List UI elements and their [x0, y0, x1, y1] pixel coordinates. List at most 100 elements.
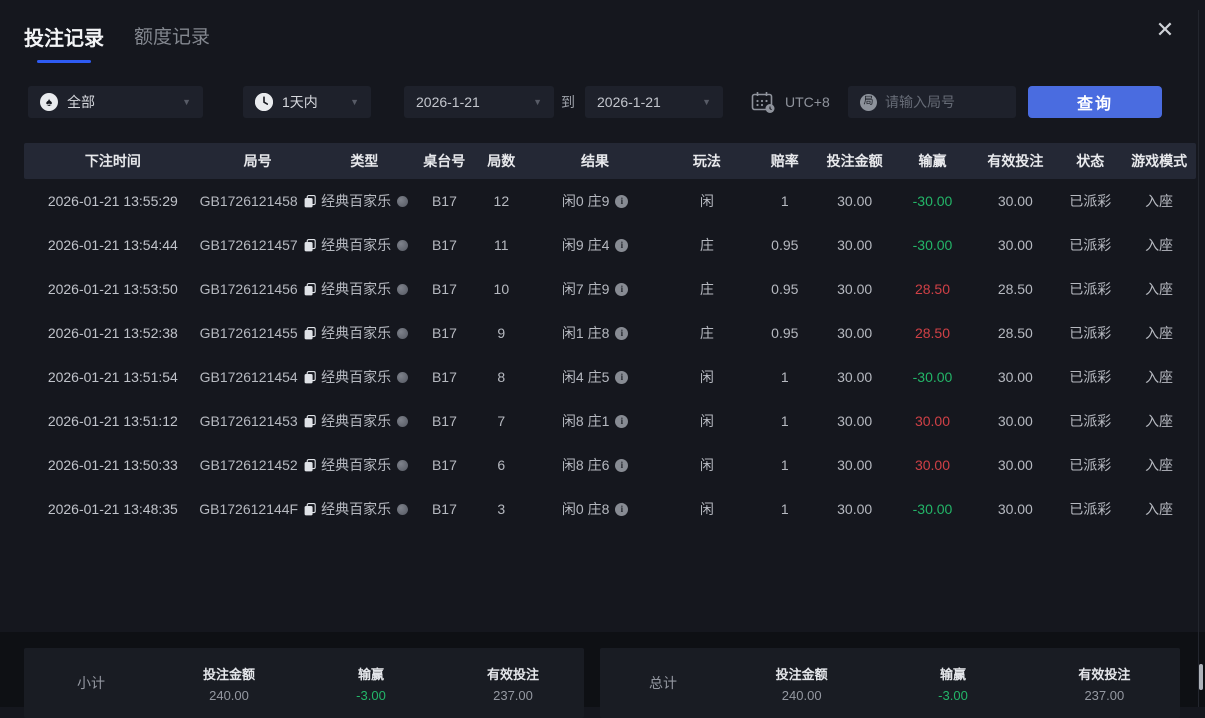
status-cell: 已派彩 — [1069, 457, 1112, 473]
tab-betting-records[interactable]: 投注记录 — [24, 22, 104, 63]
table-row[interactable]: 2026-01-21 13:53:50 GB1726121456 经典百家乐 B… — [24, 267, 1196, 311]
bet-time-cell: 2026-01-21 13:50:33 — [47, 457, 178, 473]
table-row[interactable]: 2026-01-21 13:54:44 GB1726121457 经典百家乐 B… — [24, 223, 1196, 267]
date-to-select[interactable]: 2026-1-21 ▼ — [585, 86, 723, 118]
round-search-input[interactable] — [885, 94, 1004, 110]
copy-icon[interactable] — [304, 370, 316, 384]
status-cell: 已派彩 — [1069, 369, 1112, 385]
game-type-value: 经典百家乐 — [321, 325, 392, 341]
spade-icon: ♠ — [40, 93, 58, 111]
info-icon[interactable]: i — [615, 458, 629, 472]
game-type-cell: 经典百家乐 — [314, 499, 416, 519]
table-row[interactable]: 2026-01-21 13:50:33 GB1726121452 经典百家乐 B… — [24, 443, 1196, 487]
play-cell: 闲 — [699, 457, 714, 473]
game-type-cell: 经典百家乐 — [314, 411, 416, 431]
info-icon[interactable]: i — [615, 502, 629, 516]
valid-bet-cell: 28.50 — [997, 281, 1033, 297]
result-value: 闲0 庄8 — [561, 501, 610, 517]
play-cell: 庄 — [699, 281, 714, 297]
active-tab-underline — [37, 60, 91, 63]
subtotal-valid-bet: 有效投注 237.00 — [486, 666, 539, 703]
round-id-cell: GB1726121456 — [200, 281, 316, 297]
result-value: 闲8 庄1 — [561, 413, 610, 429]
result-cell: 闲8 庄1 i — [529, 411, 661, 431]
round-id-value: GB1726121454 — [199, 369, 298, 385]
copy-icon[interactable] — [304, 194, 316, 208]
round-id-value: GB1726121458 — [199, 193, 298, 209]
info-icon[interactable]: i — [615, 194, 629, 208]
chevron-down-icon: ▼ — [182, 97, 191, 107]
bet-amount-cell: 30.00 — [837, 237, 873, 253]
total-bet-amount: 投注金额 240.00 — [775, 666, 828, 703]
time-range-select[interactable]: 1天内 ▼ — [243, 86, 371, 118]
game-type-badge-icon — [397, 415, 409, 427]
round-id-cell: GB1726121455 — [200, 325, 316, 341]
game-type-value: 经典百家乐 — [321, 237, 392, 253]
status-cell: 已派彩 — [1069, 281, 1112, 297]
info-icon[interactable]: i — [615, 238, 629, 252]
result-cell: 闲1 庄8 i — [529, 323, 661, 343]
subtotal-bet-amount: 投注金额 240.00 — [202, 666, 255, 703]
copy-icon[interactable] — [304, 458, 316, 472]
header-bet-time: 下注时间 — [84, 153, 141, 169]
right-edge-divider — [1198, 10, 1199, 707]
game-type-value: 经典百家乐 — [321, 369, 392, 385]
table-row[interactable]: 2026-01-21 13:48:35 GB172612144F 经典百家乐 B… — [24, 487, 1196, 531]
odds-cell: 1 — [780, 413, 789, 429]
odds-cell: 1 — [780, 193, 789, 209]
query-button[interactable]: 查询 — [1028, 86, 1162, 118]
valid-bet-cell: 30.00 — [997, 501, 1033, 517]
odds-cell: 1 — [780, 369, 789, 385]
tab-quota-records-label: 额度记录 — [134, 27, 211, 48]
game-type-select[interactable]: ♠ 全部 ▼ — [28, 86, 203, 118]
header-game-type: 类型 — [350, 153, 379, 169]
info-icon[interactable]: i — [615, 414, 629, 428]
bet-time-cell: 2026-01-21 13:51:12 — [47, 413, 178, 429]
info-icon[interactable]: i — [615, 370, 629, 384]
timezone-value: UTC+8 — [785, 94, 830, 110]
round-id-value: GB1726121453 — [199, 413, 298, 429]
play-cell: 庄 — [699, 237, 714, 253]
round-id-cell: GB1726121458 — [199, 193, 316, 209]
bet-time-cell: 2026-01-21 13:55:29 — [47, 193, 178, 209]
chevron-down-icon: ▼ — [350, 97, 359, 107]
date-from-value: 2026-1-21 — [416, 94, 480, 110]
copy-icon[interactable] — [304, 238, 316, 252]
valid-bet-cell: 30.00 — [997, 413, 1033, 429]
result-cell: 闲0 庄8 i — [529, 499, 661, 519]
game-type-value: 全部 — [67, 94, 95, 110]
total-valid-bet: 有效投注 237.00 — [1078, 666, 1131, 703]
win-loss-cell: 30.00 — [914, 413, 951, 429]
win-loss-cell: -30.00 — [912, 501, 953, 517]
close-icon[interactable]: ✕ — [1155, 17, 1175, 42]
table-row[interactable]: 2026-01-21 13:51:12 GB1726121453 经典百家乐 B… — [24, 399, 1196, 443]
tab-quota-records[interactable]: 额度记录 — [134, 22, 210, 63]
table-row[interactable]: 2026-01-21 13:55:29 GB1726121458 经典百家乐 B… — [24, 179, 1196, 223]
game-mode-cell: 入座 — [1145, 281, 1174, 297]
date-from-select[interactable]: 2026-1-21 ▼ — [404, 86, 554, 118]
result-cell: 闲0 庄9 i — [529, 191, 661, 211]
copy-icon[interactable] — [304, 326, 316, 340]
copy-icon[interactable] — [304, 502, 316, 516]
play-cell: 闲 — [699, 501, 714, 517]
game-type-badge-icon — [397, 239, 409, 251]
copy-icon[interactable] — [304, 414, 316, 428]
header-table-no: 桌台号 — [423, 153, 466, 169]
game-type-cell: 经典百家乐 — [314, 235, 416, 255]
play-cell: 庄 — [699, 325, 714, 341]
valid-bet-cell: 28.50 — [997, 325, 1033, 341]
header-bet-amount: 投注金额 — [826, 153, 883, 169]
result-cell: 闲7 庄9 i — [529, 279, 661, 299]
game-type-badge-icon — [397, 327, 409, 339]
result-value: 闲1 庄8 — [561, 325, 610, 341]
info-icon[interactable]: i — [615, 326, 629, 340]
copy-icon[interactable] — [304, 282, 316, 296]
table-row[interactable]: 2026-01-21 13:52:38 GB1726121455 经典百家乐 B… — [24, 311, 1196, 355]
table-no-cell: B17 — [431, 413, 457, 429]
table-no-cell: B17 — [431, 369, 457, 385]
bet-time-cell: 2026-01-21 13:53:50 — [47, 281, 178, 297]
subtotal-label: 小计 — [77, 675, 105, 691]
table-row[interactable]: 2026-01-21 13:51:54 GB1726121454 经典百家乐 B… — [24, 355, 1196, 399]
scrollbar-thumb[interactable] — [1199, 664, 1203, 690]
info-icon[interactable]: i — [615, 282, 629, 296]
